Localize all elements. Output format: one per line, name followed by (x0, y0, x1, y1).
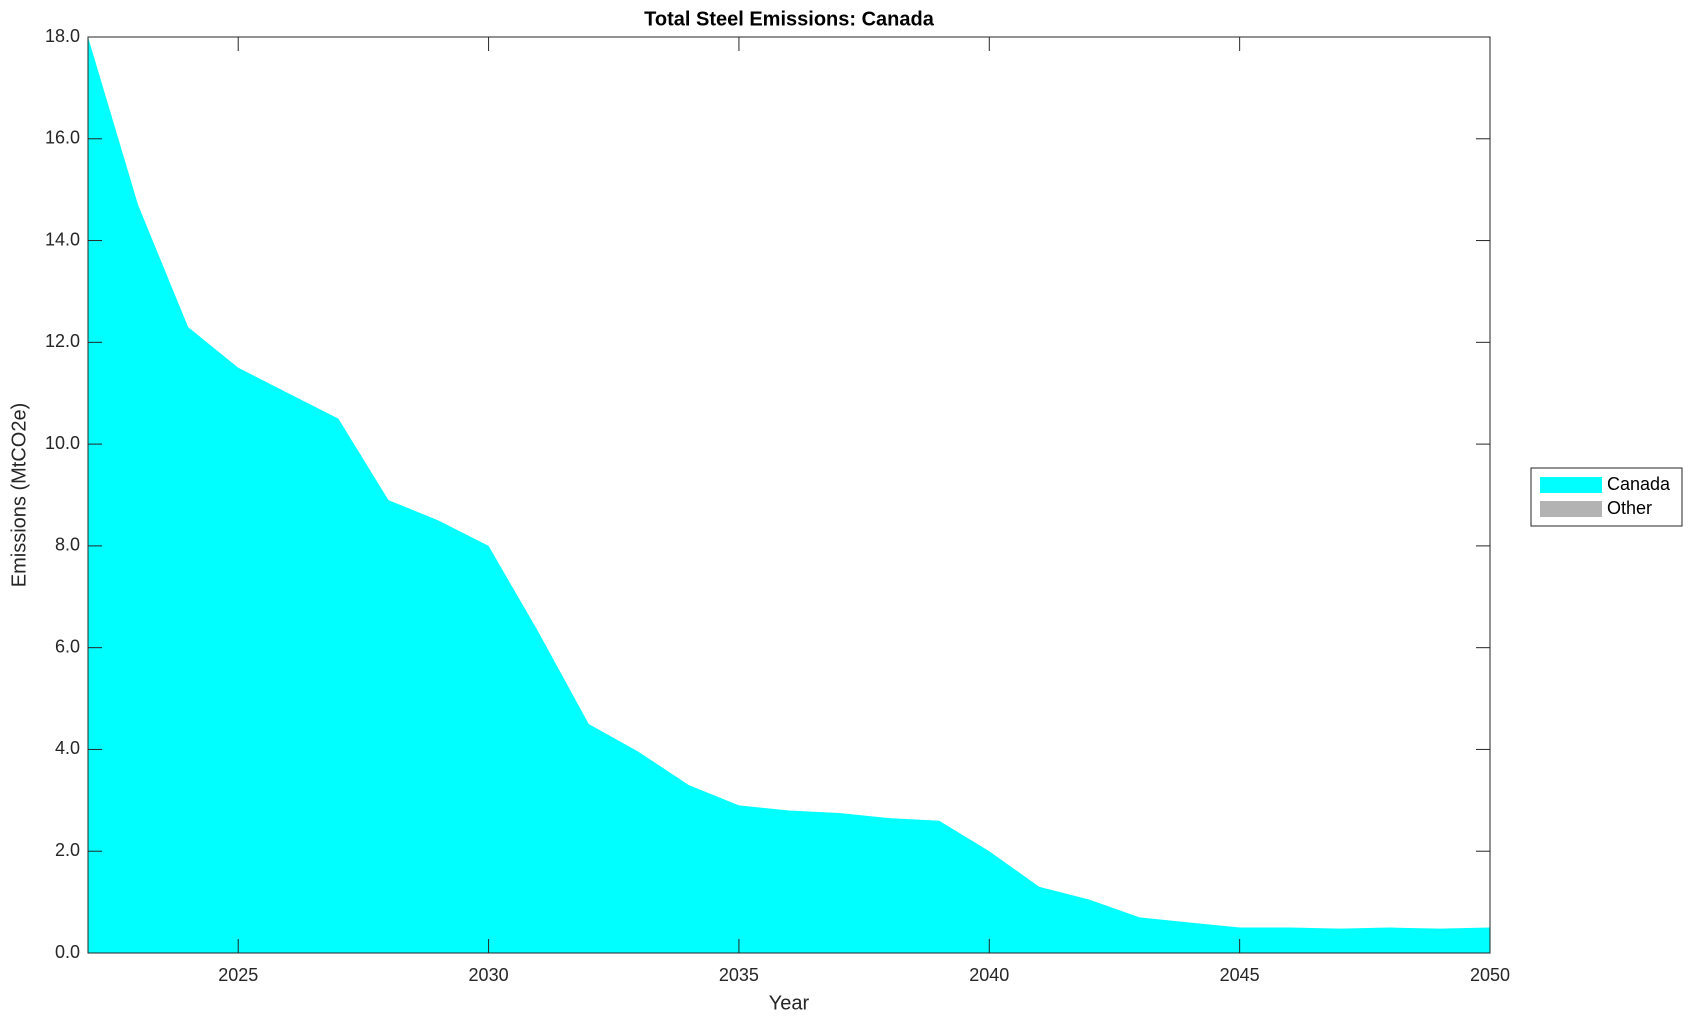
y-tick-label: 16.0 (45, 128, 80, 148)
x-tick-label: 2040 (969, 965, 1009, 985)
x-tick-label: 2035 (719, 965, 759, 985)
axes-box (87, 36, 1491, 954)
chart-title: Total Steel Emissions: Canada (644, 8, 935, 30)
y-tick-label: 6.0 (55, 636, 80, 656)
legend-label: Canada (1607, 474, 1671, 494)
legend-label: Other (1607, 498, 1652, 518)
y-tick-label: 8.0 (55, 535, 80, 555)
y-tick-label: 12.0 (45, 331, 80, 351)
x-tick-label: 2030 (469, 965, 509, 985)
y-tick-label: 10.0 (45, 433, 80, 453)
x-tick-label: 2050 (1470, 965, 1510, 985)
y-tick-label: 2.0 (55, 840, 80, 860)
x-tick-label: 2045 (1220, 965, 1260, 985)
y-tick-label: 4.0 (55, 738, 80, 758)
y-tick-label: 18.0 (45, 26, 80, 46)
y-axis-label: Emissions (MtCO2e) (8, 403, 30, 587)
x-tick-label: 2025 (218, 965, 258, 985)
y-tick-label: 14.0 (45, 229, 80, 249)
y-tick-label: 0.0 (55, 942, 80, 962)
area (88, 37, 1490, 953)
legend: Canada Other (1530, 467, 1683, 527)
legend-swatch (1540, 477, 1602, 493)
legend-swatch (1540, 501, 1602, 517)
x-axis-label: Year (769, 992, 810, 1014)
